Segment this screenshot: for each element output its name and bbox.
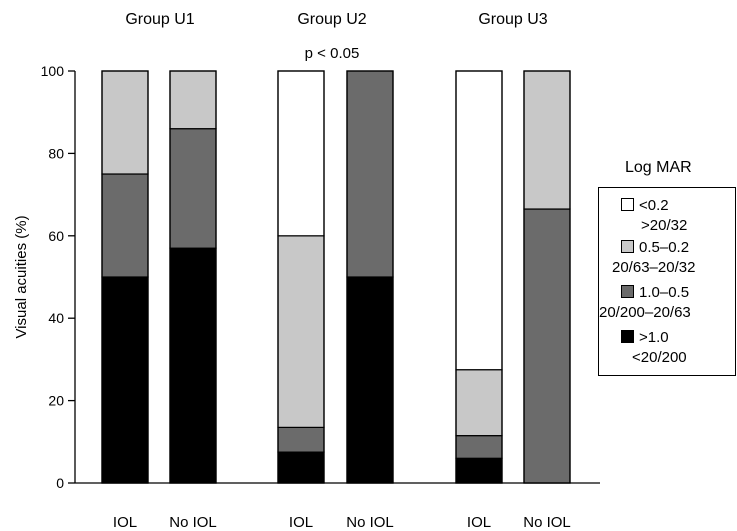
legend-title: Log MAR — [625, 159, 692, 176]
bar-segment — [277, 70, 325, 237]
bar-segment — [169, 70, 217, 130]
group-title: Group U3 — [478, 11, 547, 28]
legend-item-label: <0.2 — [639, 197, 669, 214]
bar-segment — [169, 247, 217, 484]
x-category-label: No IOL — [169, 514, 217, 531]
bar-outline — [277, 70, 325, 484]
bar-outline — [101, 70, 149, 484]
bar-outline — [169, 70, 217, 484]
legend-item-sub: >20/32 — [641, 217, 688, 234]
y-tick-label: 0 — [56, 475, 64, 491]
bar-segment — [101, 70, 149, 175]
group-title: Group U2 — [297, 11, 366, 28]
x-category-label: IOL — [467, 514, 491, 531]
y-tick-label: 80 — [48, 145, 64, 161]
bar-segment — [101, 173, 149, 278]
legend-item-sub: 20/63–20/32 — [612, 259, 696, 276]
legend-item-label: 1.0–0.5 — [639, 284, 690, 301]
x-category-label: IOL — [113, 514, 137, 531]
legend-swatch-white — [621, 198, 634, 211]
x-category-label: No IOL — [523, 514, 571, 531]
bar-segment — [455, 435, 503, 459]
legend-item-label: 0.5–0.2 — [639, 239, 690, 256]
legend-item-1-0-0-5: 1.0–0.5 — [621, 283, 689, 302]
bar-segment — [277, 235, 325, 428]
legend-item-0-5-0-2: 0.5–0.2 — [621, 238, 689, 257]
significance-annotation: p < 0.05 — [305, 45, 360, 62]
legend-swatch-black — [621, 330, 634, 343]
bar-segment — [455, 369, 503, 437]
bar-segment — [277, 426, 325, 453]
group-title: Group U1 — [125, 11, 194, 28]
y-tick-label: 100 — [41, 63, 65, 79]
labels-layer: 0 20 40 60 80 100 Visual acuities (%) IOL No IOL… — [13, 11, 571, 531]
bar-segment — [523, 70, 571, 210]
bar-segment — [169, 128, 217, 249]
x-category-label: No IOL — [346, 514, 394, 531]
legend-swatch-dark-gray — [621, 285, 634, 298]
bars-layer — [101, 70, 571, 484]
legend-item-sub: 20/200–20/63 — [599, 304, 691, 321]
y-tick-label: 40 — [48, 310, 64, 326]
bar-segment — [346, 276, 394, 484]
bar-outline — [523, 70, 571, 484]
y-axis-title: Visual acuities (%) — [13, 215, 30, 338]
x-category-label: IOL — [289, 514, 313, 531]
y-tick-label: 20 — [48, 393, 64, 409]
legend-item-lt-0-2: <0.2 — [621, 196, 669, 215]
legend-item-gt-1-0: >1.0 — [621, 328, 669, 347]
bar-segment — [455, 70, 503, 371]
legend-item-sub: <20/200 — [632, 349, 687, 366]
y-tick-label: 60 — [48, 228, 64, 244]
bar-outline — [346, 70, 394, 484]
bar-segment — [455, 457, 503, 484]
legend-swatch-light-gray — [621, 240, 634, 253]
bar-segment — [346, 70, 394, 278]
bar-outline — [455, 70, 503, 484]
bar-segment — [101, 276, 149, 484]
legend-item-label: >1.0 — [639, 329, 669, 346]
bar-segment — [277, 451, 325, 484]
legend-box — [598, 187, 736, 376]
bar-segment — [523, 208, 571, 484]
axis-layer — [68, 70, 600, 484]
